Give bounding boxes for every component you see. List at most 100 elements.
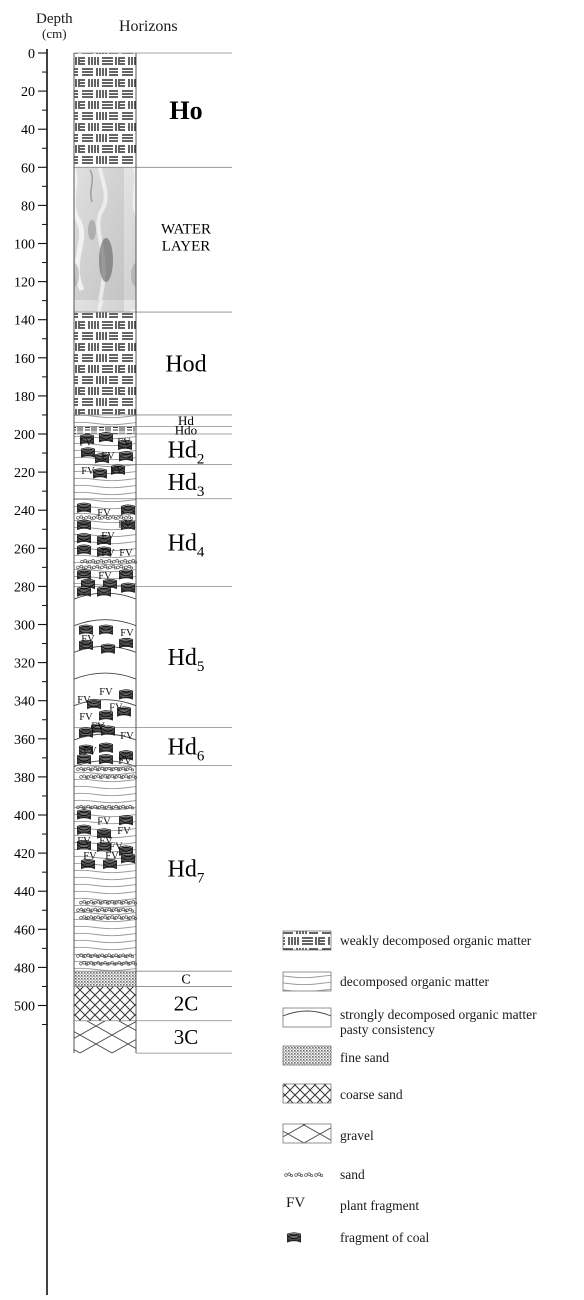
strongly-decomposed-arc [73,699,137,707]
coal-fragment [118,569,134,580]
coal-fragment [96,586,112,597]
plant-fragment-label: FV [118,520,132,531]
depth-tick-label: 160 [14,352,35,367]
legend-sand-grain [284,1172,294,1178]
depth-tick-label: 400 [14,809,35,824]
depth-unit-label: (cm) [42,26,67,41]
coal-fragment [76,569,92,580]
plant-fragment-label: FV [81,634,95,645]
depth-tick-label: 0 [28,47,35,62]
legend-coal-symbol [286,1232,302,1243]
plant-fragment-label: FV [83,746,97,757]
horizon-label-7: Hd3 [168,470,205,500]
plant-fragment-label: FV [79,438,93,449]
strongly-decomposed-arc [73,672,137,680]
horizon-fill-13 [74,986,136,1021]
coal-fragment [98,624,114,635]
strongly-decomposed-arc [73,619,137,627]
depth-tick-label: 40 [21,123,35,138]
coal-fragment [80,447,96,458]
horizon-label-5: Hdo [175,423,197,438]
coal-fragment [100,643,116,654]
depth-tick-label: 320 [14,657,35,672]
coal-fragment [76,824,92,835]
legend-sand-grain [314,1172,324,1178]
plant-fragment-label: FV [83,851,97,862]
coal-fragment [76,502,92,513]
depth-tick-label: 480 [14,961,35,976]
coal-fragment [76,809,92,820]
depth-tick-label: 240 [14,504,35,519]
plant-fragment-label: FV [117,826,131,837]
depth-header: Depth [36,11,73,27]
coal-fragment [98,432,114,443]
horizon-label-11: Hd7 [168,857,205,887]
horizon-label-layer: LAYER [162,239,211,255]
coal-fragment [76,519,92,530]
horizon-label-9: Hd5 [168,645,205,675]
legend-label-coal: fragment of coal [340,1230,430,1245]
horizon-label-8: Hd4 [168,531,205,561]
coal-fragment [78,624,94,635]
horizon-label-13: 2C [174,992,199,1016]
legend-label-fine-sand: fine sand [340,1050,390,1065]
horizon-fill-1 [74,53,136,168]
legend-swatch-gravel [282,1123,332,1144]
plant-fragment-label: FV [91,721,105,732]
depth-tick-label: 280 [14,580,35,595]
coal-fragment [120,582,136,593]
legend-swatch-strongly-box [282,1007,332,1028]
depth-tick-label: 380 [14,771,35,786]
plant-fragment-label: FV [79,712,93,723]
coal-fragment [118,814,134,826]
coal-fragment [76,586,92,597]
coal-fragment [92,468,108,479]
coal-fragment [98,753,114,765]
horizon-fill-4 [74,414,136,427]
plant-fragment-label: FV [77,836,91,847]
legend-label-strongly: strongly decomposed organic matter [340,1007,537,1022]
horizon-label-1: Ho [169,96,202,125]
depth-tick-label: 500 [14,1000,35,1015]
depth-tick-label: 300 [14,619,35,634]
plant-fragment-label: FV [118,756,132,767]
horizon-fill-14 [74,1020,136,1054]
plant-fragment-label: FV [101,451,115,462]
horizon-label-water: WATER [161,222,211,238]
legend-label-plant-fragment: plant fragment [340,1198,420,1213]
legend-label-weakly: weakly decomposed organic matter [340,933,532,948]
depth-tick-label: 20 [21,85,35,100]
coal-fragment [98,742,114,753]
plant-fragment-label: FV [109,841,123,852]
depth-tick-label: 140 [14,314,35,329]
plant-fragment-label: FV [101,548,115,559]
depth-tick-label: 120 [14,276,35,291]
coal-fragment [118,689,134,700]
depth-tick-label: 220 [14,466,35,481]
depth-tick-label: 80 [21,199,35,214]
horizon-fill-5 [74,426,136,434]
plant-fragment-label: FV [109,702,123,713]
legend-sand-grain [294,1172,304,1178]
legend-label-decomposed: decomposed organic matter [340,974,489,989]
plant-fragment-label: FV [101,531,115,542]
depth-tick-label: 420 [14,847,35,862]
plant-fragment-label: FV [97,817,111,828]
legend-swatch-weakly [282,930,332,951]
depth-tick-label: 440 [14,885,35,900]
horizon-label-14: 3C [174,1025,199,1049]
horizon-fill-9 [74,586,136,727]
horizon-fill-3 [74,312,136,415]
depth-tick-label: 100 [14,238,35,253]
coal-fragment [76,532,92,544]
legend-sand-grain [304,1172,314,1178]
plant-fragment-label: FV [120,731,134,742]
plant-fragment-label: FV [77,695,91,706]
plant-fragment-label: FV [97,508,111,519]
legend-label-coarse-sand: coarse sand [340,1087,403,1102]
legend-swatch-strongly-arc [282,1010,332,1017]
plant-fragment-label: FV [117,438,131,449]
plant-fragment-label: FV [120,628,134,639]
